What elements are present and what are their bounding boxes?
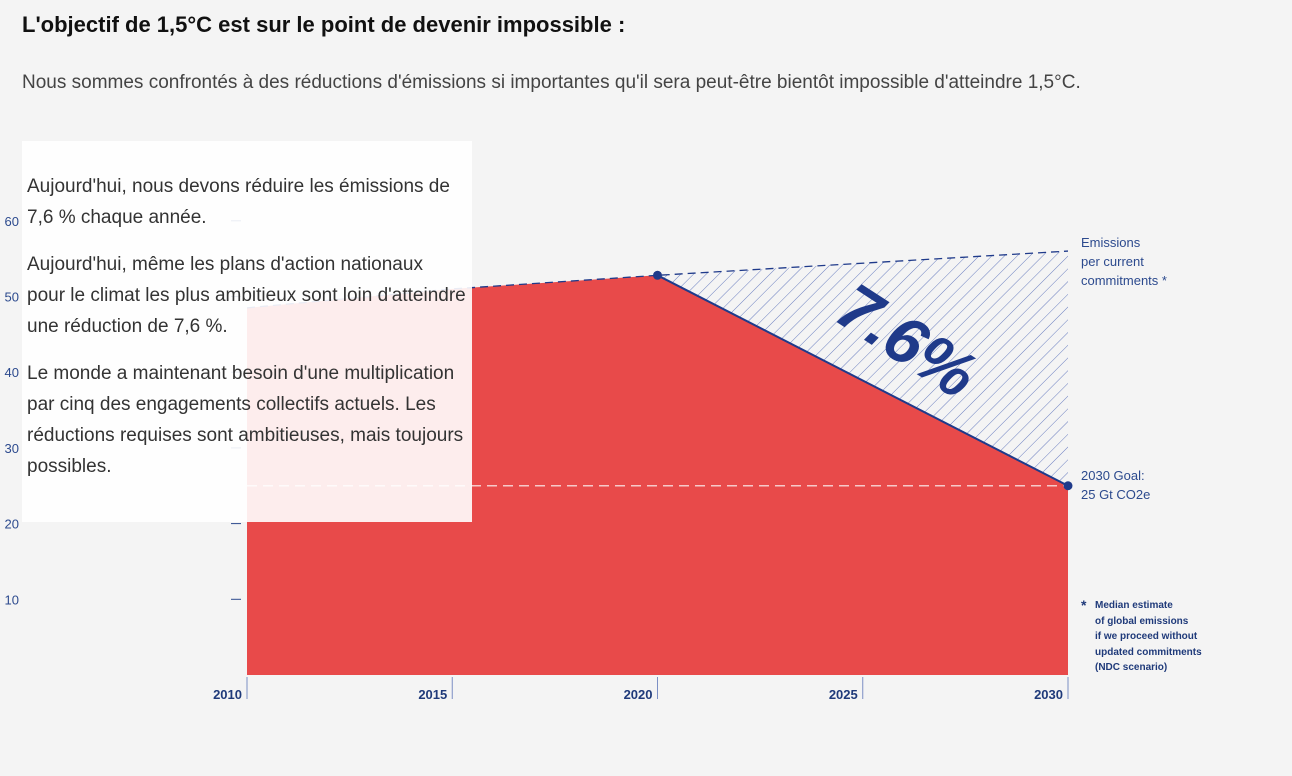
y-tick-label: 10 — [5, 592, 19, 607]
reduction-path-line — [657, 274, 1069, 487]
page-title: L'objectif de 1,5°C est sur le point de … — [22, 12, 626, 37]
commitments-gap-hatch — [657, 251, 1068, 486]
point-2020 — [653, 270, 662, 280]
x-tick-label: 2020 — [624, 687, 653, 702]
goal-label: 2030 Goal: 25 Gt CO2e — [1081, 468, 1151, 502]
y-tick-label: 30 — [5, 441, 19, 456]
y-tick-label: 40 — [5, 365, 19, 380]
page-subtitle: Nous sommes confrontés à des réductions … — [22, 72, 1081, 93]
info-paragraph-3: Le monde a maintenant besoin d'une multi… — [27, 363, 464, 477]
x-tick-label: 2015 — [418, 687, 447, 702]
y-tick-label: 50 — [5, 290, 19, 305]
x-tick-label: 2030 — [1034, 687, 1063, 702]
footnote-star: * — [1081, 597, 1087, 613]
footnote-text: Median estimate of global emissions if w… — [1095, 600, 1202, 673]
x-tick-label: 2025 — [829, 687, 858, 702]
point-2030-goal — [1063, 481, 1073, 491]
info-paragraph-1: Aujourd'hui, nous devons réduire les émi… — [27, 176, 450, 228]
info-paragraph-2: Aujourd'hui, même les plans d'action nat… — [27, 254, 466, 337]
commitments-label: Emissions per current commitments * — [1081, 235, 1167, 288]
commitments-line — [246, 250, 1069, 309]
y-tick-label: 60 — [5, 214, 19, 229]
y-tick-label: 20 — [5, 517, 19, 532]
x-tick-label: 2010 — [213, 687, 242, 702]
footnote: * Median estimate of global emissions if… — [1081, 597, 1202, 676]
info-panel: Aujourd'hui, nous devons réduire les émi… — [22, 141, 472, 522]
